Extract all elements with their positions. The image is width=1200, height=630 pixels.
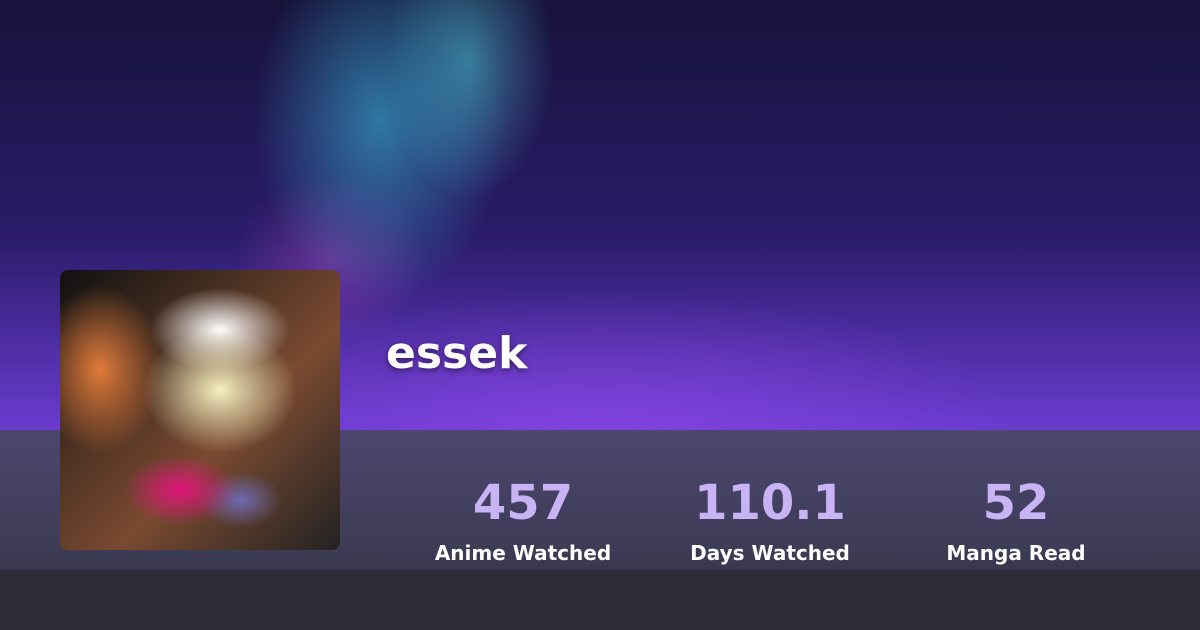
footer-band xyxy=(0,570,1200,630)
stat-manga-read: 52 Manga Read xyxy=(906,475,1126,565)
stat-value: 457 xyxy=(472,475,574,531)
avatar xyxy=(60,270,340,550)
stat-label: Anime Watched xyxy=(434,541,612,565)
username: essek xyxy=(386,328,528,379)
stat-value: 52 xyxy=(982,475,1050,531)
stat-anime-watched: 457 Anime Watched xyxy=(413,475,633,565)
stat-value: 110.1 xyxy=(694,475,846,531)
stat-label: Manga Read xyxy=(946,541,1086,565)
stat-label: Days Watched xyxy=(690,541,850,565)
stat-days-watched: 110.1 Days Watched xyxy=(660,475,880,565)
